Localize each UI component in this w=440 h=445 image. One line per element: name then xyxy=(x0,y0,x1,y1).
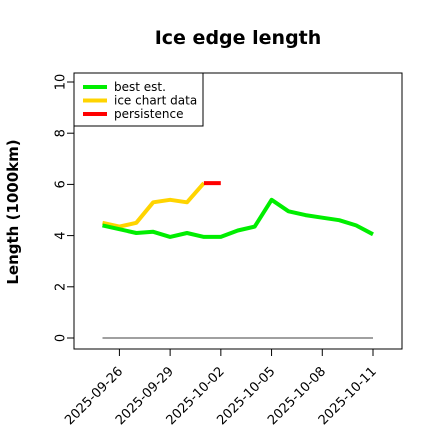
legend-label: persistence xyxy=(114,107,183,121)
y-axis-title: Length (1000km) xyxy=(4,139,22,284)
chart-title: Ice edge length xyxy=(155,27,322,49)
y-axis: 0 2 4 6 8 10 xyxy=(54,74,75,342)
x-axis: 2025-09-262025-09-292025-10-022025-10-05… xyxy=(62,348,380,428)
legend-box xyxy=(73,72,204,127)
legend-label: ice chart data xyxy=(114,94,197,108)
y-tick-label: 4 xyxy=(54,231,69,239)
series-line-ice-chart-data xyxy=(102,181,206,229)
y-tick-label: 0 xyxy=(54,334,69,342)
y-tick-label: 8 xyxy=(54,129,69,137)
y-tick-label: 10 xyxy=(54,74,69,91)
y-tick-label: 6 xyxy=(54,180,69,188)
y-tick-label: 2 xyxy=(54,283,69,291)
series-line-best-est- xyxy=(102,197,374,239)
series-layer xyxy=(102,181,374,339)
legend-label: best est. xyxy=(114,80,166,94)
